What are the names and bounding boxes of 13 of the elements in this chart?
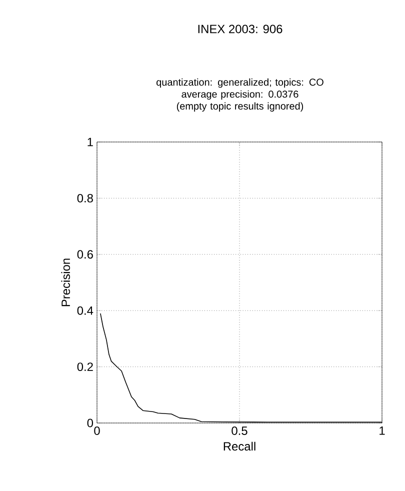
y-tick-label: 0.2: [77, 362, 93, 372]
y-tick-label: 0.6: [77, 250, 93, 259]
y-axis-title: Precision: [61, 258, 70, 306]
x-tick-label: 1: [380, 426, 385, 435]
y-tick-label: 0.4: [77, 306, 94, 315]
x-tick-label: 0.5: [232, 426, 248, 435]
chart-subtitle: quantization: generalized; topics: CO average precision: 0.0376 (empty topic results ignored): [156, 78, 324, 112]
y-tick-label: 0: [87, 418, 94, 428]
x-axis-title: Recall: [224, 442, 256, 451]
x-tick-label: 0: [94, 426, 100, 435]
y-tick-label: 0.8: [77, 194, 93, 202]
y-tick-label: 1: [88, 138, 93, 146]
chart-title: INEX 2003: 906: [198, 24, 282, 34]
